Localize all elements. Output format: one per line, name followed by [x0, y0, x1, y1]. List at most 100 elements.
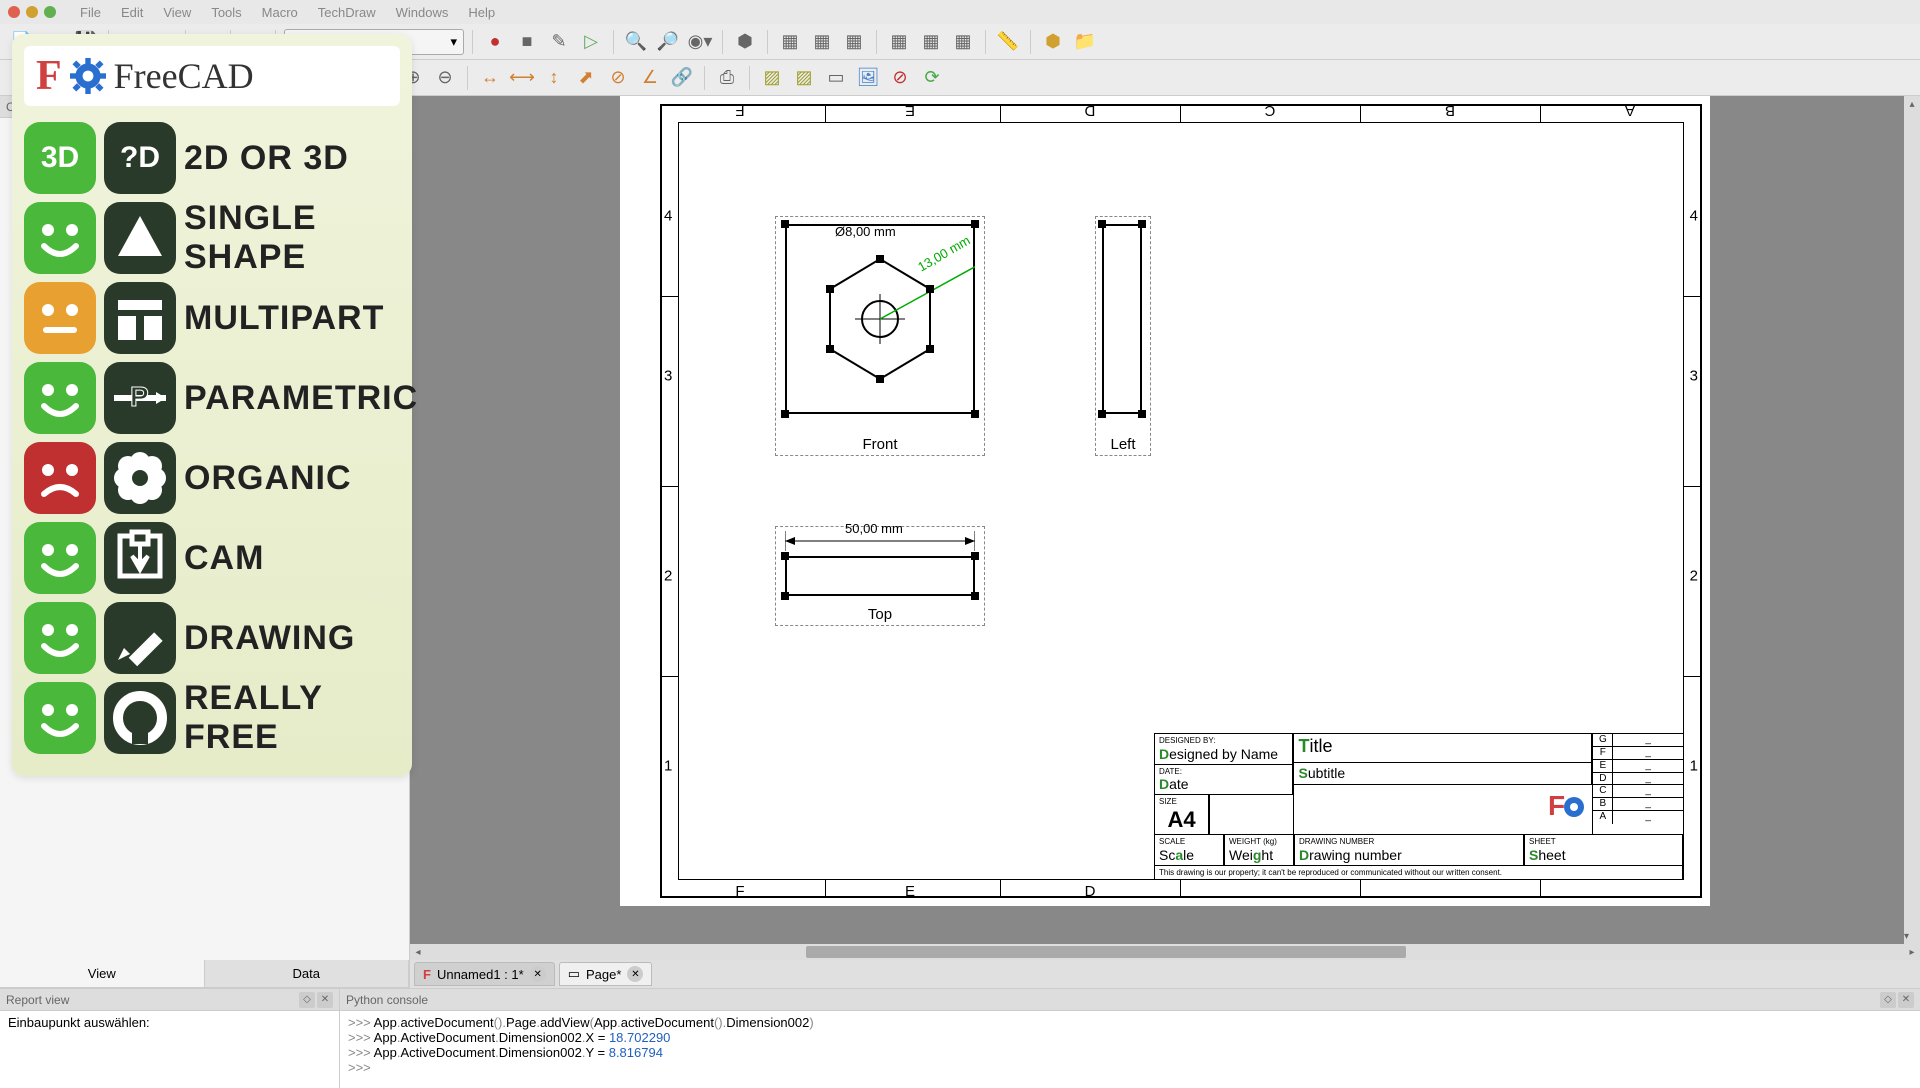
tb-scale[interactable]: Scale: [1155, 845, 1224, 865]
tb-designed-by-lbl: DESIGNED BY:: [1155, 734, 1293, 744]
feature-icon: [104, 282, 176, 354]
export-page-button[interactable]: ⎙: [713, 64, 741, 92]
title-block: DESIGNED BY: Designed by Name DATE: Date…: [1154, 733, 1684, 880]
rear-view-button[interactable]: ▦: [885, 28, 913, 56]
feature-icon: [104, 602, 176, 674]
freecad-logo: F FreeCAD: [24, 46, 400, 106]
menu-windows[interactable]: Windows: [388, 5, 457, 20]
menu-help[interactable]: Help: [460, 5, 503, 20]
vscroll-up[interactable]: ▴: [1904, 96, 1920, 112]
macro-stop-button[interactable]: ■: [513, 28, 541, 56]
front-view-button[interactable]: ▦: [776, 28, 804, 56]
rev-dash: _: [1613, 773, 1683, 785]
combo-view-tabs: View Data: [0, 960, 409, 988]
part-button[interactable]: ⬢: [1039, 28, 1067, 56]
combo-tab-data[interactable]: Data: [205, 960, 410, 987]
macro-record-button[interactable]: ●: [481, 28, 509, 56]
clip-remove-button[interactable]: ⊖: [431, 64, 459, 92]
symbol-button[interactable]: ▭: [822, 64, 850, 92]
toggle-frame-button[interactable]: ⊘: [886, 64, 914, 92]
bottom-view-button[interactable]: ▦: [917, 28, 945, 56]
menu-view[interactable]: View: [155, 5, 199, 20]
tb-weight[interactable]: Weight: [1225, 845, 1294, 865]
left-view-button[interactable]: ▦: [949, 28, 977, 56]
top-view-label: Top: [868, 606, 892, 623]
menu-file[interactable]: File: [72, 5, 109, 20]
report-float-button[interactable]: ◇: [299, 992, 315, 1008]
row-label: 2: [1690, 568, 1698, 585]
feature-label: ORGANIC: [184, 459, 352, 498]
close-window-button[interactable]: [8, 6, 20, 18]
col-label: F: [735, 883, 744, 900]
dim-vertical-button[interactable]: ↕: [540, 64, 568, 92]
tb-revisions: G_F_E_D_C_B_A_: [1593, 734, 1683, 834]
dim-radius-button[interactable]: ⬈: [572, 64, 600, 92]
col-label: A: [1625, 102, 1635, 119]
chevron-down-icon: ▾: [450, 34, 457, 50]
tab-close-button[interactable]: ✕: [627, 966, 643, 982]
hscroll-thumb[interactable]: [806, 946, 1406, 958]
dim-link-button[interactable]: 🔗: [668, 64, 696, 92]
tab-close-button[interactable]: ✕: [530, 966, 546, 982]
row-label: 1: [1690, 758, 1698, 775]
tb-designed-by[interactable]: Designed by Name: [1155, 744, 1293, 764]
feature-icon-qd: ?D: [104, 122, 176, 194]
right-view-button[interactable]: ▦: [840, 28, 868, 56]
canvas-vscrollbar[interactable]: ▴ ▾: [1904, 96, 1920, 944]
top-view-button[interactable]: ▦: [808, 28, 836, 56]
drawing-canvas[interactable]: F E D C B A F E D: [410, 96, 1920, 944]
feature-icon: [104, 522, 176, 594]
hscroll-right[interactable]: ▸: [1904, 944, 1920, 960]
tb-sheet[interactable]: Sheet: [1525, 845, 1683, 865]
tb-title[interactable]: Title: [1294, 734, 1592, 762]
minimize-window-button[interactable]: [26, 6, 38, 18]
python-close-button[interactable]: ✕: [1898, 992, 1914, 1008]
zoom-select-button[interactable]: 🔎: [654, 28, 682, 56]
rev-dash: _: [1613, 760, 1683, 772]
report-view-title: Report view: [6, 993, 69, 1007]
iso-view-button[interactable]: ⬢: [731, 28, 759, 56]
combo-tab-view[interactable]: View: [0, 960, 205, 987]
image-button[interactable]: 🖼: [854, 64, 882, 92]
menu-macro[interactable]: Macro: [254, 5, 306, 20]
macro-edit-button[interactable]: ✎: [545, 28, 573, 56]
tb-date[interactable]: Date: [1155, 774, 1293, 794]
geom-hatch-button[interactable]: ▨: [790, 64, 818, 92]
menu-edit[interactable]: Edit: [113, 5, 151, 20]
zoom-fit-button[interactable]: 🔍: [622, 28, 650, 56]
redraw-button[interactable]: ⟳: [918, 64, 946, 92]
macro-play-button[interactable]: ▷: [577, 28, 605, 56]
hscroll-left[interactable]: ◂: [410, 944, 426, 960]
doc-tab-label: Page*: [586, 967, 621, 982]
hatch-button[interactable]: ▨: [758, 64, 786, 92]
tb-size-lbl: SIZE: [1155, 795, 1209, 805]
python-float-button[interactable]: ◇: [1880, 992, 1896, 1008]
rev-dash: _: [1613, 811, 1683, 824]
canvas-hscrollbar[interactable]: ◂ ▸: [410, 944, 1920, 960]
dim-horizontal-button[interactable]: ⟷: [508, 64, 536, 92]
report-close-button[interactable]: ✕: [317, 992, 333, 1008]
python-console-body[interactable]: >>> App.activeDocument().Page.addView(Ap…: [340, 1011, 1920, 1088]
dim-angle-button[interactable]: ∠: [636, 64, 664, 92]
front-view-label: Front: [862, 436, 897, 453]
doc-tab-page[interactable]: ▭ Page* ✕: [559, 962, 653, 986]
report-line: Einbaupunkt auswählen:: [8, 1015, 331, 1030]
dim-length-button[interactable]: ↔: [476, 64, 504, 92]
dim-diameter-button[interactable]: ⊘: [604, 64, 632, 92]
tb-size[interactable]: A4: [1155, 805, 1209, 835]
report-view-body[interactable]: Einbaupunkt auswählen:: [0, 1011, 339, 1088]
feature-overlay-card: F FreeCAD 3D ?D 2D OR 3D SINGLE SHAPE MU…: [12, 34, 412, 776]
maximize-window-button[interactable]: [44, 6, 56, 18]
top-view-rect: [785, 556, 975, 596]
group-button[interactable]: 📁: [1071, 28, 1099, 56]
measure-button[interactable]: 📏: [994, 28, 1022, 56]
menu-tools[interactable]: Tools: [203, 5, 249, 20]
tb-subtitle[interactable]: Subtitle: [1294, 762, 1592, 784]
vscroll-down[interactable]: ▾: [1904, 928, 1909, 944]
python-console-title: Python console: [346, 993, 428, 1007]
draw-style-button[interactable]: ◉▾: [686, 28, 714, 56]
doc-tab-unnamed[interactable]: F Unnamed1 : 1* ✕: [414, 962, 555, 986]
menu-techdraw[interactable]: TechDraw: [310, 5, 384, 20]
page-tab-icon: ▭: [568, 966, 580, 982]
tb-drawnum[interactable]: Drawing number: [1295, 845, 1524, 865]
